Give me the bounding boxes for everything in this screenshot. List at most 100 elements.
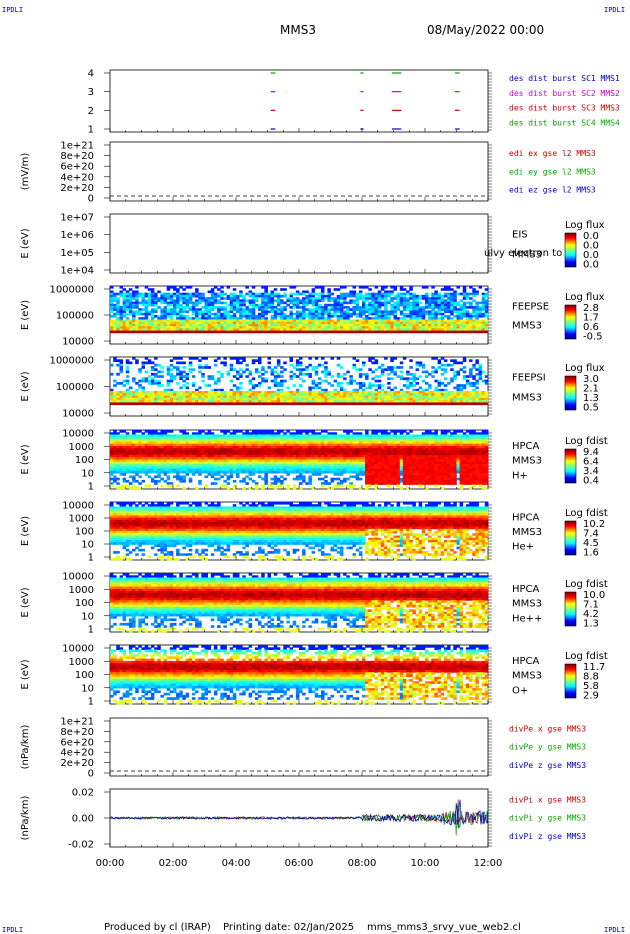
legend-edi-2: edi ez gse l2 MMS3 [509,186,596,195]
ylabel-feepsi: E (eV) [20,371,31,401]
colorbar-tick-feepsi-0: 3.0 [583,374,599,385]
colorbar-title-hpca_o: Log fdist [565,651,608,662]
colorbar-hpca_h [564,448,577,484]
instrument-label-eis-0: EIS [512,230,528,241]
panel-frame-edi [109,141,489,202]
ylabel-edi: (mV/m) [20,153,31,191]
legend-burst-3: des dist burst SC4 MMS4 [509,118,620,127]
xtick-label-4: 08:00 [348,858,377,869]
colorbar-tick-hpca_hepp-3: 1.3 [583,619,599,630]
colorbar-title-hpca_he: Log fdist [565,508,608,519]
colorbar-tick-eis-0: 0.0 [583,231,599,242]
corner-label-top-right: IPDLI [604,6,625,14]
legend-edi-1: edi ey gse l2 MMS3 [509,167,596,176]
colorbar-tick-hpca_h-2: 3.4 [583,466,599,477]
colorbar-hpca_hepp [564,591,577,627]
ytick-divpi-0: 0.02 [72,788,94,799]
ytick-divpi-2: -0.02 [68,840,94,851]
corner-label-bottom-left: IPDLI [2,926,23,934]
ylabel-eis: E (eV) [20,228,31,258]
footer-produced-by: Produced by cl (IRAP) [104,922,211,933]
colorbar-hpca_o [564,663,577,699]
instrument-label-hpca_o-0: HPCA [512,656,540,667]
colorbar-tick-hpca_hepp-2: 4.2 [583,609,599,620]
instrument-label-hpca_he-0: HPCA [512,513,540,524]
instrument-label-feepse-1: MMS3 [512,321,542,332]
ylabel-divpe: (nPa/km) [20,725,31,770]
series-line-divpi-1 [109,802,489,836]
ylabel-hpca_he: E (eV) [20,516,31,546]
overlay-text-eis: ulvy electron to [484,248,562,259]
ylabel-feepse: E (eV) [20,300,31,330]
ytick-feepsi-1: 100000 [56,382,94,393]
colorbar-tick-hpca_o-0: 11.7 [583,662,605,673]
ytick-divpe-0: 1e+21 [60,717,94,728]
legend-divpe-2: divPe z gse MMS3 [509,761,586,770]
colorbar-tick-hpca_o-2: 5.8 [583,681,599,692]
colorbar-tick-eis-2: 0.0 [583,250,599,261]
legend-divpi-1: divPi y gse MMS3 [509,814,586,823]
ytick-feepse-1: 100000 [56,311,94,322]
ylabel-hpca_h: E (eV) [20,444,31,474]
ytick-feepsi-2: 10000 [62,409,94,420]
ytick-edi-2: 6e+20 [60,162,94,173]
colorbar-tick-eis-1: 0.0 [583,241,599,252]
ytick-feepse-2: 10000 [62,337,94,348]
instrument-label-hpca_hepp-0: HPCA [512,584,540,595]
ytick-eis-2: 1e+05 [60,248,94,259]
colorbar-tick-feepse-0: 2.8 [583,303,599,314]
ytick-hpca_h-0: 10000 [62,429,94,440]
ytick-burst-3: 1 [88,125,94,136]
legend-divpi-0: divPi x gse MMS3 [509,796,586,805]
colorbar-tick-feepse-1: 1.7 [583,313,599,324]
date-title: 08/May/2022 00:00 [427,23,544,37]
ytick-edi-0: 1e+21 [60,141,94,152]
ytick-burst-1: 3 [88,87,94,98]
instrument-label-hpca_hepp-2: He++ [512,613,542,624]
ytick-feepsi-0: 1000000 [49,356,94,367]
corner-label-top-left: IPDLI [2,6,23,14]
panel-frame-burst [109,69,489,133]
spectrogram-hpca_he [110,502,489,561]
xtick-label-2: 04:00 [222,858,251,869]
legend-divpe-0: divPe x gse MMS3 [509,725,586,734]
colorbar-tick-hpca_he-3: 1.6 [583,548,599,559]
colorbar-tick-hpca_h-1: 6.4 [583,457,599,468]
footer-printing-date: Printing date: 02/Jan/2025 [223,922,354,933]
ytick-eis-0: 1e+07 [60,213,94,224]
ytick-divpe-4: 2e+20 [60,758,94,769]
ytick-hpca_o-3: 10 [81,683,94,694]
ytick-hpca_o-2: 100 [75,670,94,681]
colorbar-tick-feepse-3: -0.5 [583,332,603,343]
colorbar-tick-hpca_h-3: 0.4 [583,476,599,487]
series-line-divpi-2 [109,799,489,829]
colorbar-tick-feepse-2: 0.6 [583,322,599,333]
ytick-hpca_hepp-1: 1000 [69,585,94,596]
ytick-hpca_he-1: 1000 [69,514,94,525]
legend-burst-1: des dist burst SC2 MMS2 [509,89,620,98]
series-line-divpi-0 [109,799,489,825]
instrument-label-feepsi-1: MMS3 [512,392,542,403]
colorbar-tick-hpca_he-0: 10.2 [583,519,605,530]
instrument-label-feepsi-0: FEEPSI [512,373,546,384]
ytick-hpca_he-0: 10000 [62,501,94,512]
ytick-hpca_hepp-3: 10 [81,611,94,622]
spectrogram-feepse [110,286,489,334]
footer-product-name: mms_mms3_srvy_vue_web2.cl [367,922,521,933]
ytick-hpca_h-3: 10 [81,468,94,479]
legend-burst-2: des dist burst SC3 MMS3 [509,104,620,113]
legend-burst-0: des dist burst SC1 MMS1 [509,74,620,83]
colorbar-tick-feepsi-2: 1.3 [583,393,599,404]
panel-frame-divpe [109,717,489,777]
xtick-label-6: 12:00 [474,858,503,869]
colorbar-title-feepsi: Log flux [565,363,605,374]
ytick-hpca_h-1: 1000 [69,442,94,453]
colorbar-tick-hpca_h-0: 9.4 [583,447,599,458]
spectrogram-hpca_o [110,645,489,705]
colorbar-title-hpca_h: Log fdist [565,436,608,447]
ytick-divpe-1: 8e+20 [60,727,94,738]
legend-edi-0: edi ex gse l2 MMS3 [509,149,596,158]
instrument-label-hpca_h-1: MMS3 [512,456,542,467]
xtick-label-3: 06:00 [285,858,314,869]
ytick-divpe-5: 0 [88,769,94,780]
